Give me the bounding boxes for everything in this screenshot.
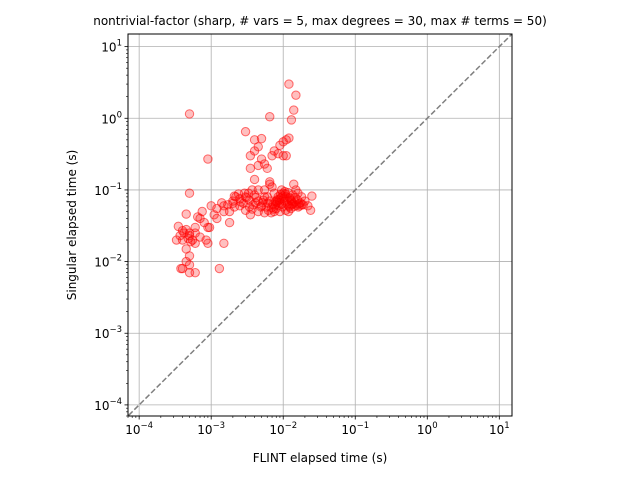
scatter-point	[219, 238, 229, 248]
scatter-point	[190, 228, 200, 238]
scatter-point	[289, 179, 299, 189]
plot-area	[127, 33, 513, 417]
scatter-point	[256, 133, 267, 144]
y-tick-label: 10−3	[94, 325, 122, 341]
y-axis-ticks: 10−4 10−3 10−2 10−1 100 101	[94, 39, 128, 417]
scatter-point	[176, 263, 186, 274]
chart-title: nontrivial-factor (sharp, # vars = 5, ma…	[93, 14, 547, 28]
scatter-point	[197, 206, 207, 217]
scatter-point	[259, 159, 270, 169]
scatter-point	[281, 151, 291, 161]
scatter-point	[249, 174, 260, 185]
scatter-point	[190, 267, 200, 278]
scatter-point	[245, 163, 256, 174]
scatter-point	[284, 133, 294, 143]
y-tick-label: 101	[101, 39, 122, 55]
scatter-point	[224, 217, 235, 228]
scatter-point	[307, 191, 317, 201]
x-tick-label: 101	[489, 421, 510, 437]
x-tick-label: 10−1	[341, 421, 369, 437]
identity-reference-line	[128, 34, 512, 416]
x-tick-label: 10−4	[125, 421, 153, 437]
scatter-point	[240, 126, 251, 137]
scatter-point	[289, 105, 299, 115]
y-tick-label: 100	[101, 110, 122, 126]
scatter-point	[268, 204, 279, 214]
scatter-point	[204, 222, 215, 233]
scatter-point	[284, 79, 294, 89]
scatter-point	[305, 205, 316, 215]
data-points	[171, 79, 317, 278]
scatter-point	[265, 177, 275, 187]
scatter-point	[241, 192, 252, 203]
scatter-point	[203, 238, 213, 248]
y-tick-label: 10−1	[94, 182, 122, 198]
scatter-point	[286, 115, 297, 125]
scatter-point	[247, 185, 257, 195]
scatter-point	[206, 201, 216, 211]
y-tick-label: 10−2	[94, 254, 122, 270]
scatter-point	[203, 154, 213, 164]
scatter-point	[291, 90, 301, 100]
x-axis-ticks: 10−4 10−3 10−2 10−1 100 101	[125, 416, 510, 437]
y-axis-label: Singular elapsed time (s)	[65, 150, 79, 301]
x-tick-label: 10−2	[269, 421, 297, 437]
scatter-point	[245, 151, 256, 161]
y-tick-label: 10−4	[94, 397, 122, 413]
x-tick-label: 100	[417, 421, 438, 437]
x-tick-label: 10−3	[197, 421, 225, 437]
scatter-point	[217, 198, 227, 208]
scatter-point	[275, 140, 285, 150]
scatter-point	[239, 188, 250, 198]
scatter-point	[184, 251, 195, 261]
x-axis-label: FLINT elapsed time (s)	[253, 451, 388, 465]
scatter-point	[214, 263, 225, 274]
scatter-point	[184, 188, 195, 198]
scatter-point	[181, 209, 191, 219]
scatter-point	[297, 200, 307, 210]
scatter-point	[212, 213, 222, 224]
scatter-point	[267, 151, 277, 161]
scatter-point	[186, 236, 196, 247]
scatter-point	[184, 109, 195, 119]
scatter-point	[292, 195, 303, 205]
scatter-point	[278, 151, 288, 161]
scatter-point	[283, 187, 293, 198]
scatter-point	[265, 112, 275, 122]
